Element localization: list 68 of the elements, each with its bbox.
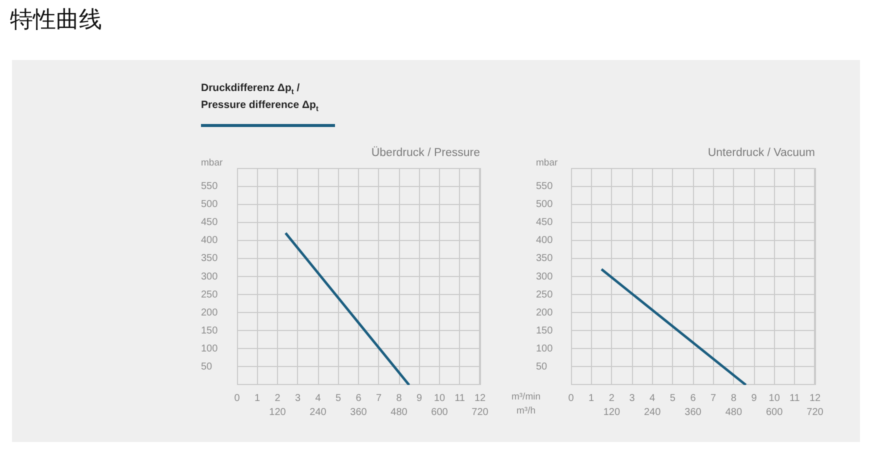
y-tick-label: 250	[536, 289, 554, 300]
x-tick-label: 5	[670, 392, 676, 404]
x-tick-label: 7	[710, 392, 717, 404]
x2-tick-label: 720	[806, 406, 824, 418]
chart-subtitle: Überdruck / Pressure	[371, 146, 480, 159]
x-tick-label: 7	[376, 392, 382, 404]
y-tick-label: 200	[201, 307, 218, 318]
y-tick-label: 100	[201, 344, 218, 355]
y-tick-label: 300	[201, 271, 218, 282]
x-tick-label: 4	[315, 392, 322, 404]
x-tick-label: 10	[434, 392, 446, 404]
y-tick-label: 500	[201, 198, 218, 210]
y-tick-label: 50	[201, 362, 213, 373]
x-tick-label: 3	[629, 392, 636, 404]
x-tick-label: 9	[751, 392, 758, 404]
y-tick-label: 150	[536, 326, 554, 336]
y-tick-label: 150	[201, 326, 218, 336]
x-tick-label: 5	[335, 392, 342, 404]
x2-tick-label: 360	[350, 406, 368, 418]
x2-tick-label: 480	[390, 406, 408, 418]
x-tick-label: 12	[474, 392, 486, 404]
y-axis-title: mbar	[536, 158, 558, 169]
y-tick-label: 550	[536, 180, 554, 192]
x2-tick-label: 480	[725, 406, 742, 418]
y-tick-label: 450	[536, 217, 554, 228]
y-tick-label: 200	[536, 307, 554, 318]
y-axis-title: mbar	[201, 158, 223, 169]
y-tick-label: 100	[536, 344, 554, 355]
x2-tick-label: 600	[766, 406, 784, 418]
y-tick-label: 350	[201, 253, 218, 264]
y-tick-label: 550	[201, 180, 218, 192]
x-tick-label: 0	[234, 392, 240, 404]
x-tick-label: 1	[254, 392, 260, 404]
x2-axis-title: m³/h	[516, 405, 536, 416]
x2-tick-label: 120	[603, 406, 620, 418]
y-tick-label: 500	[536, 198, 554, 210]
y-tick-label: 450	[201, 217, 218, 228]
x-tick-label: 8	[730, 392, 737, 404]
y-tick-label: 250	[201, 289, 218, 300]
x-tick-label: 11	[454, 392, 466, 404]
text: Druckdifferenz Δp$_{t}$ / Pressure difference Δp$_{t}$	[201, 81, 320, 114]
x-tick-label: 0	[568, 392, 574, 404]
x-tick-label: 6	[690, 392, 696, 404]
y-tick-label: 300	[536, 271, 554, 282]
y-tick-label: 50	[536, 362, 548, 373]
chart-subtitle: Unterdruck / Vacuum	[708, 147, 815, 159]
chart-title: 特性曲线	[10, 6, 102, 35]
x2-tick-label: 120	[269, 406, 286, 418]
x2-tick-label: 240	[644, 406, 662, 418]
y-tick-label: 400	[536, 235, 554, 246]
y-tick-label: 400	[201, 235, 218, 246]
x-tick-label: 6	[356, 392, 362, 404]
x-tick-label: 9	[416, 392, 422, 404]
x-tick-label: 10	[768, 392, 780, 404]
x2-tick-label: 360	[684, 406, 702, 418]
x-axis-title: m³/min	[511, 391, 541, 402]
x-tick-label: 2	[608, 392, 615, 404]
x2-tick-label: 600	[431, 406, 448, 418]
x2-tick-label: 240	[310, 406, 327, 418]
x-tick-label: 8	[396, 392, 402, 404]
x-tick-label: 3	[294, 392, 301, 404]
y-tick-label: 350	[536, 253, 554, 264]
x-tick-label: 1	[588, 392, 595, 404]
x2-tick-label: 720	[472, 406, 489, 418]
x-tick-label: 2	[274, 392, 281, 404]
x-tick-label: 12	[809, 392, 821, 404]
x-tick-label: 11	[789, 392, 800, 404]
x-tick-label: 4	[650, 392, 656, 404]
